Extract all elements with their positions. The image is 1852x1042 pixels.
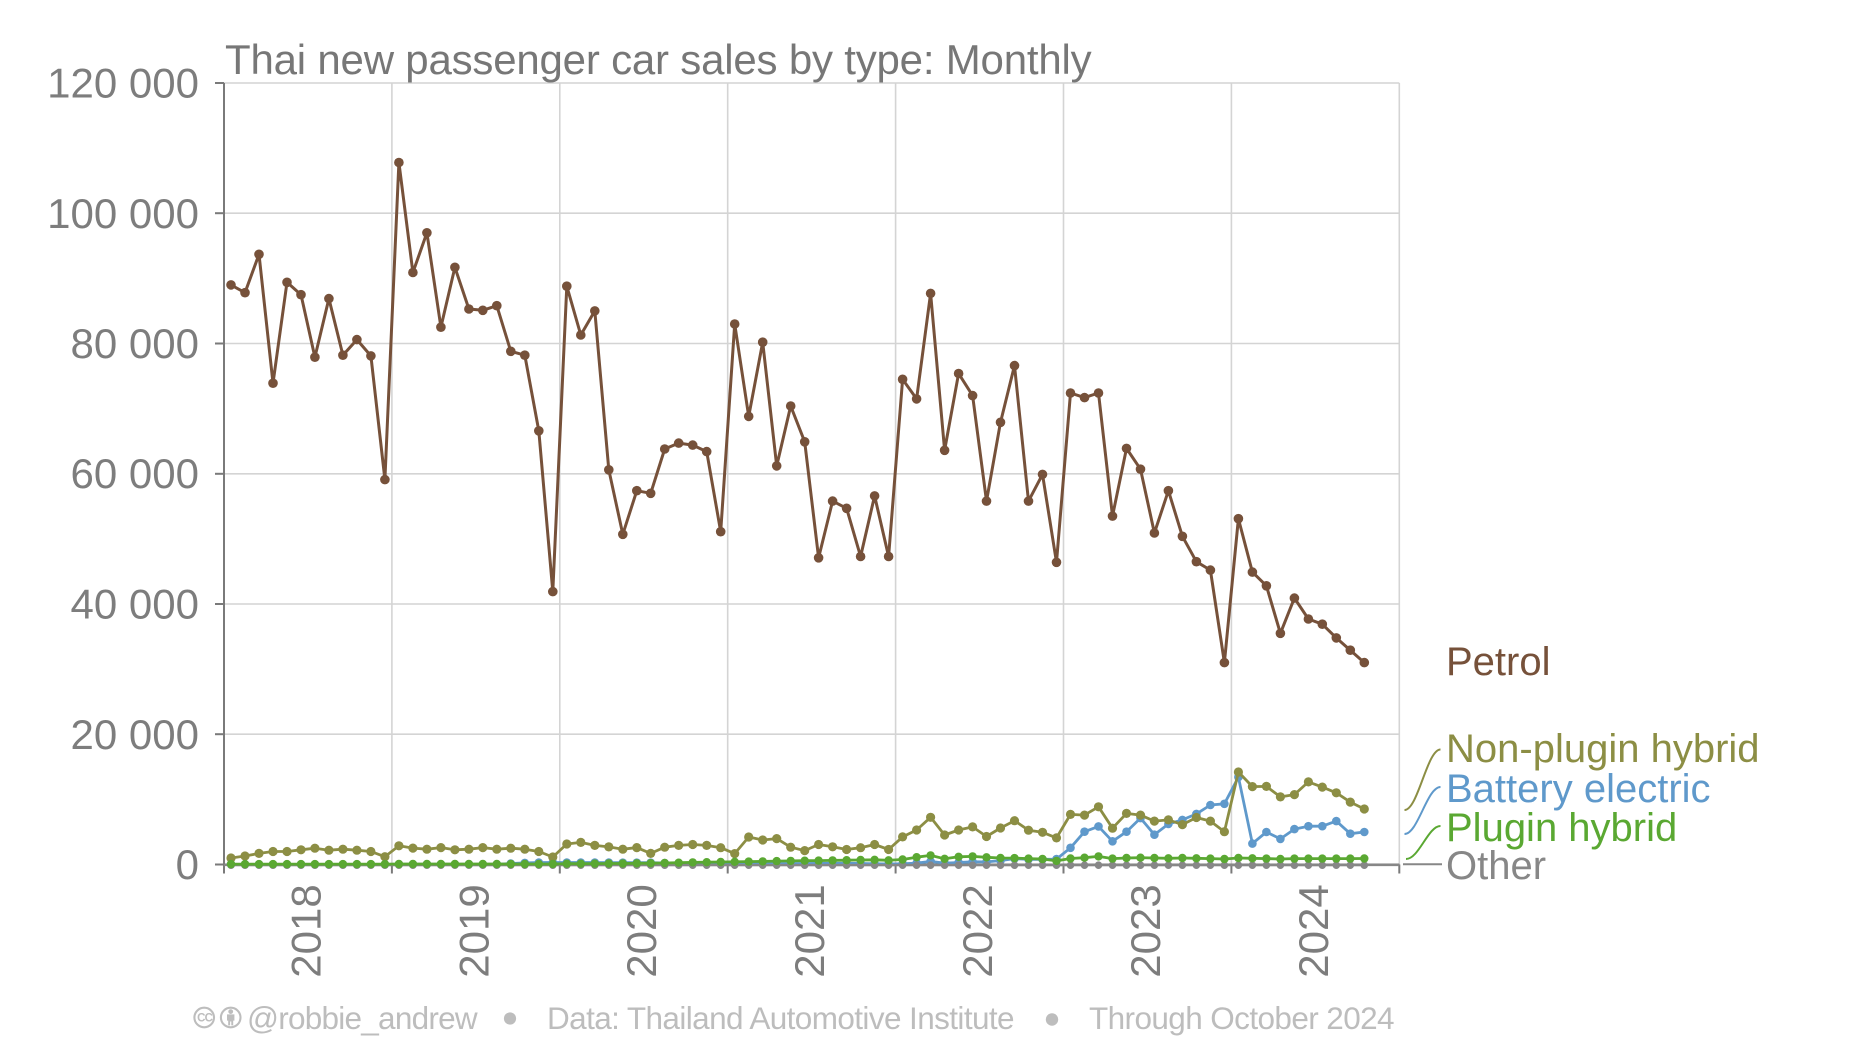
svg-text:2024: 2024 [1290,884,1337,977]
svg-text:Data: Thailand Automotive Inst: Data: Thailand Automotive Institute [547,1000,1014,1036]
svg-text:100 000: 100 000 [47,190,199,237]
svg-text:2020: 2020 [618,884,665,977]
svg-text:120 000: 120 000 [47,60,199,107]
svg-text:2019: 2019 [450,884,497,977]
svg-text:2018: 2018 [282,884,329,977]
svg-text:60 000: 60 000 [71,450,199,497]
svg-text:2021: 2021 [786,884,833,977]
svg-text:Non-plugin hybrid: Non-plugin hybrid [1446,727,1760,771]
svg-text:Other: Other [1446,844,1546,888]
svg-text:Battery electric: Battery electric [1446,767,1711,811]
svg-text:Plugin hybrid: Plugin hybrid [1446,806,1677,850]
svg-text:80 000: 80 000 [71,320,199,367]
svg-text:2022: 2022 [954,884,1001,977]
svg-text:CC: CC [197,1012,213,1024]
svg-text:20 000: 20 000 [71,711,199,758]
svg-text:0: 0 [176,841,199,888]
svg-text:Petrol: Petrol [1446,640,1551,684]
svg-text:Thai new passenger car sales b: Thai new passenger car sales by type: Mo… [225,36,1092,83]
svg-text:Through October 2024: Through October 2024 [1089,1000,1394,1036]
svg-text:2023: 2023 [1122,884,1169,977]
svg-text:@robbie_andrew: @robbie_andrew [247,1000,478,1036]
svg-text:40 000: 40 000 [71,581,199,628]
